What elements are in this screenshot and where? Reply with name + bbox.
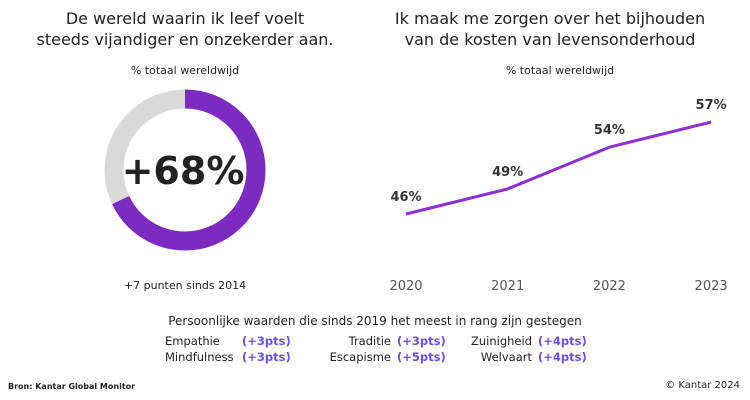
left-title: De wereld waarin ik leef voelt steeds vij… (20, 8, 350, 50)
x-tick-label: 2021 (491, 279, 524, 294)
left-footnote: +7 punten sinds 2014 (123, 279, 247, 292)
line-chart: 46% 2020 49% 2021 54% 2022 57% 2023 (389, 98, 728, 294)
x-tick-label: 2020 (389, 279, 422, 294)
right-title: Ik maak me zorgen over het bijhouden van … (380, 8, 720, 50)
right-subtitle: % totaal wereldwijd (505, 64, 615, 77)
donut-chart: +68% (104, 89, 266, 251)
values-list: Empathie (+3pts) Traditie (+3pts) Zuinigheid… (165, 334, 587, 370)
data-label: 54% (594, 123, 625, 138)
value-label: Welvaart (480, 350, 532, 364)
data-label: 49% (492, 165, 523, 180)
values-title: Persoonlijke waarden die sinds 2019 het … (168, 314, 582, 328)
copyright: © Kantar 2024 (665, 380, 740, 391)
title-line: De wereld waarin ik leef voelt (65, 9, 305, 28)
donut-center-label: +68% (122, 149, 245, 193)
value-label: Zuinigheid (470, 334, 532, 348)
value-label: Escapisme (329, 350, 391, 364)
value-label: Empathie (165, 334, 220, 348)
value-change: (+3pts) (242, 334, 291, 348)
title-line: van de kosten van levensonderhoud (404, 30, 696, 49)
value-change: (+4pts) (538, 350, 587, 364)
title-line: Ik maak me zorgen over het bijhouden (394, 9, 706, 28)
value-change: (+3pts) (242, 350, 291, 364)
series-line (405, 120, 712, 216)
value-change: (+4pts) (538, 334, 587, 348)
left-subtitle: % totaal wereldwijd (130, 64, 240, 77)
value-change: (+3pts) (397, 334, 446, 348)
x-tick-label: 2022 (593, 279, 626, 294)
data-label: 46% (390, 190, 421, 205)
source: Bron: Kantar Global Monitor (8, 382, 136, 391)
data-label: 57% (696, 98, 727, 113)
title-line: steeds vijandiger en onzekerder aan. (36, 30, 334, 49)
x-tick-label: 2023 (695, 279, 728, 294)
value-label: Mindfulness (165, 350, 234, 364)
value-change: (+5pts) (397, 350, 446, 364)
donut-value-arc (104, 89, 266, 251)
value-label: Traditie (348, 334, 391, 348)
